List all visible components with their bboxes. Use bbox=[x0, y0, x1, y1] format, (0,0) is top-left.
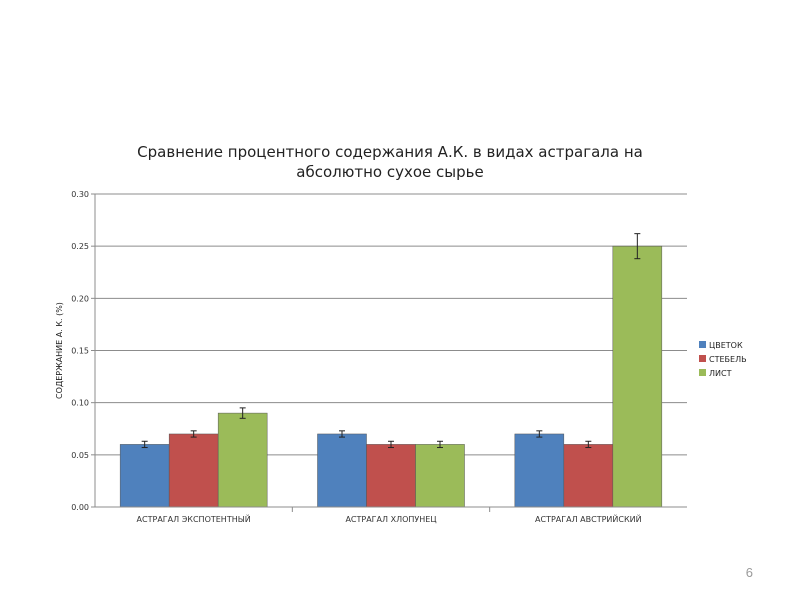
bar-ЦВЕТОК-2 bbox=[317, 433, 367, 508]
y-tick-label: 0.20 bbox=[71, 294, 89, 303]
bar-СТЕБЕЛЬ-2 bbox=[366, 444, 416, 508]
bar-СТЕБЕЛЬ-3 bbox=[563, 444, 614, 508]
chart-title-line-2: абсолютно сухое сырье bbox=[296, 163, 484, 181]
bar-ЦВЕТОК-3 bbox=[514, 433, 565, 508]
bar-СТЕБЕЛЬ-1 bbox=[168, 433, 219, 508]
x-tick-label: АСТРАГАЛ АВСТРИЙСКИЙ bbox=[535, 513, 642, 524]
page-number: 6 bbox=[745, 565, 753, 580]
legend-label: ЛИСТ bbox=[709, 369, 732, 378]
bar-ЛИСТ-2 bbox=[415, 444, 465, 508]
legend-swatch bbox=[699, 341, 706, 348]
chart-title-line-1: Сравнение процентного содержания А.К. в … bbox=[137, 143, 643, 161]
y-tick-label: 0.30 bbox=[71, 190, 89, 199]
chart-title: Сравнение процентного содержания А.К. в … bbox=[90, 142, 690, 182]
y-tick-label: 0.05 bbox=[71, 451, 89, 460]
bar-ЛИСТ-1 bbox=[217, 412, 268, 508]
y-tick-label: 0.25 bbox=[71, 242, 89, 251]
bar-ЦВЕТОК-1 bbox=[119, 444, 170, 508]
legend-swatch bbox=[699, 369, 706, 376]
x-tick-label: АСТРАГАЛ ХЛОПУНЕЦ bbox=[345, 515, 436, 524]
y-axis-label: СОДЕРЖАНИЕ А. К. (%) bbox=[55, 302, 64, 399]
legend-swatch bbox=[699, 355, 706, 362]
y-tick-label: 0.15 bbox=[71, 347, 89, 356]
y-tick-label: 0.10 bbox=[71, 399, 89, 408]
bar-ЛИСТ-3 bbox=[612, 245, 663, 508]
y-tick-label: 0.00 bbox=[71, 503, 89, 512]
legend-label: СТЕБЕЛЬ bbox=[709, 355, 747, 364]
legend-label: ЦВЕТОК bbox=[709, 341, 743, 350]
x-tick-label: АСТРАГАЛ ЭКСПОТЕНТНЫЙ bbox=[137, 513, 251, 524]
